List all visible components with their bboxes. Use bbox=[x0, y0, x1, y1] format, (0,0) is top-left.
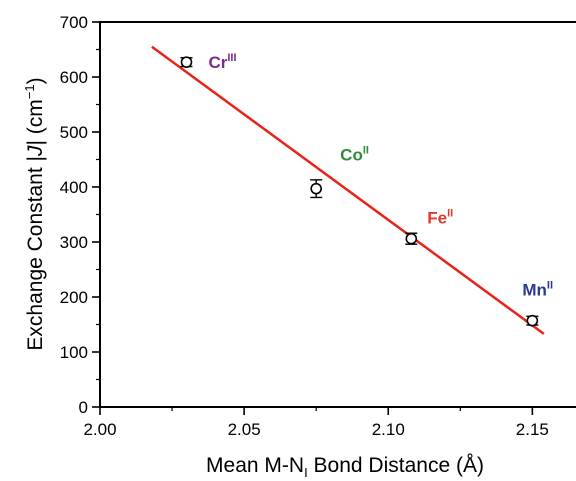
linear-fit-line bbox=[151, 45, 545, 335]
data-point bbox=[180, 56, 193, 68]
x-axis: 2.00 2.05 2.10 2.15 bbox=[83, 407, 549, 439]
y-axis-title: Exchange Constant |J| (cm−1) bbox=[22, 77, 47, 350]
ion-label: FeII bbox=[427, 208, 453, 228]
ion-label: CrIII bbox=[208, 52, 236, 72]
y-tick-label: 700 bbox=[60, 13, 88, 32]
data-points-layer bbox=[180, 56, 539, 327]
y-tick-label: 300 bbox=[60, 233, 88, 252]
ion-labels-layer: CrIII CoII FeII MnII bbox=[208, 52, 553, 300]
x-tick-label: 2.15 bbox=[516, 420, 549, 439]
data-point bbox=[405, 232, 418, 245]
ion-label: MnII bbox=[522, 280, 553, 300]
y-tick-label: 0 bbox=[79, 398, 88, 417]
data-point bbox=[310, 182, 322, 195]
data-point bbox=[526, 314, 539, 327]
x-tick-label: 2.10 bbox=[372, 420, 405, 439]
x-tick-label: 2.05 bbox=[228, 420, 261, 439]
plot-frame bbox=[99, 21, 576, 408]
fit-line-layer bbox=[151, 45, 545, 335]
y-tick-label: 400 bbox=[60, 178, 88, 197]
y-tick-label: 200 bbox=[60, 288, 88, 307]
y-tick-label: 500 bbox=[60, 123, 88, 142]
y-axis: 0 100 200 300 400 500 600 700 bbox=[60, 13, 100, 417]
x-tick-label: 2.00 bbox=[83, 420, 116, 439]
x-axis-title: Mean M-NI Bond Distance (Å) bbox=[206, 454, 484, 480]
ion-label: CoII bbox=[340, 145, 369, 165]
y-tick-label: 100 bbox=[60, 343, 88, 362]
y-tick-label: 600 bbox=[60, 68, 88, 87]
